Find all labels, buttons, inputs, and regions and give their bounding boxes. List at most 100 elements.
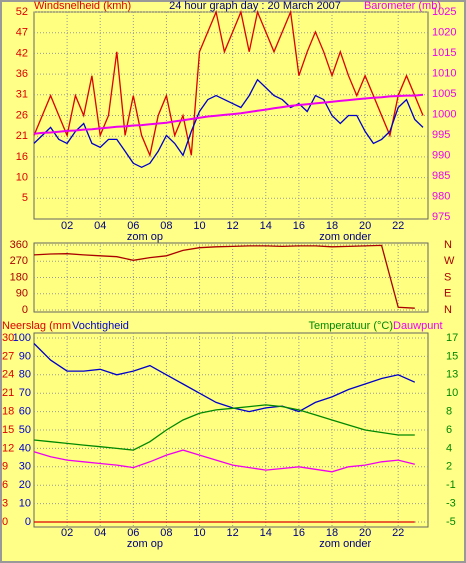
- y3-tick-label: 15: [2, 424, 14, 436]
- y3-tick-label: 30: [2, 332, 14, 344]
- series-name: Dauwpunt: [393, 320, 443, 332]
- y-tick-label: 52: [16, 6, 28, 18]
- y2-tick-label: 4: [446, 442, 452, 454]
- x-tick-label: 08: [160, 220, 172, 232]
- y2-tick-label: 975: [432, 211, 450, 223]
- y-tick-label: 26: [16, 109, 28, 121]
- y2-tick-label: E: [444, 288, 451, 300]
- y2-tick-label: N: [444, 304, 452, 316]
- y-tick-label: 21: [16, 130, 28, 142]
- y2-tick-label: -3: [446, 498, 456, 510]
- y2-tick-label: 10: [446, 387, 458, 399]
- x-tick-label: 14: [260, 527, 272, 539]
- y2-tick-label: N: [444, 239, 452, 251]
- y3-tick-label: 0: [2, 516, 8, 528]
- series-line: [33, 93, 424, 135]
- y2-tick-label: S: [444, 271, 451, 283]
- x-tick-label: 22: [392, 527, 404, 539]
- y3-tick-label: 24: [2, 369, 14, 381]
- y2-tick-label: W: [444, 255, 455, 267]
- y-tick-label: 10: [16, 172, 28, 184]
- y2-tick-label: -5: [446, 516, 456, 528]
- x-tick-label: 04: [94, 527, 106, 539]
- y2-tick-label: 985: [432, 170, 450, 182]
- y-tick-label: 70: [19, 387, 31, 399]
- series-name: Neerslag (mm: [2, 320, 71, 332]
- y3-tick-label: 3: [2, 498, 8, 510]
- y2-tick-label: 990: [432, 149, 450, 161]
- y3-tick-label: 6: [2, 479, 8, 491]
- plot-area: [33, 242, 429, 313]
- series-name: Temperatuur (°C): [309, 320, 393, 332]
- y-tick-label: 20: [19, 479, 31, 491]
- y2-tick-label: -1: [446, 479, 456, 491]
- chart-title: 24 hour graph day : 20 March 2007: [169, 0, 341, 12]
- y-tick-label: 36: [16, 68, 28, 80]
- x-tick-label: 02: [61, 527, 73, 539]
- y-tick-label: 50: [19, 424, 31, 436]
- x-tick-label: 12: [227, 220, 239, 232]
- y2-tick-label: 1025: [432, 6, 456, 18]
- x-tick-label: 18: [326, 220, 338, 232]
- y-tick-label: 40: [19, 442, 31, 454]
- series-line: [33, 404, 415, 451]
- y2-tick-label: 17: [446, 332, 458, 344]
- y-tick-label: 0: [22, 304, 28, 316]
- y2-tick-label: 8: [446, 406, 452, 418]
- y2-tick-label: 980: [432, 190, 450, 202]
- series-line: [33, 9, 424, 158]
- x-tick-label: 14: [260, 220, 272, 232]
- series-name: Windsnelheid (kmh): [34, 0, 131, 12]
- y2-tick-label: 2: [446, 461, 452, 473]
- x-tick-label: 06: [127, 220, 139, 232]
- y-tick-label: 31: [16, 89, 28, 101]
- y-tick-label: 42: [16, 47, 28, 59]
- series-name: Vochtigheid: [72, 320, 129, 332]
- y-tick-label: 0: [25, 516, 31, 528]
- y-tick-label: 270: [10, 255, 28, 267]
- x-tick-label: 02: [61, 220, 73, 232]
- series-line: [33, 78, 424, 169]
- y3-tick-label: 9: [2, 461, 8, 473]
- y2-tick-label: 995: [432, 129, 450, 141]
- annotation: zom op: [127, 231, 163, 243]
- y-tick-label: 90: [16, 288, 28, 300]
- y2-tick-label: 6: [446, 424, 452, 436]
- y3-tick-label: 12: [2, 442, 14, 454]
- series-line: [33, 244, 415, 309]
- y3-tick-label: 21: [2, 387, 14, 399]
- x-tick-label: 16: [293, 527, 305, 539]
- x-tick-label: 18: [326, 527, 338, 539]
- x-tick-label: 22: [392, 220, 404, 232]
- x-tick-label: 10: [193, 220, 205, 232]
- y2-tick-label: 1010: [432, 67, 456, 79]
- series-line: [33, 449, 415, 473]
- y2-tick-label: 1020: [432, 26, 456, 38]
- y-tick-label: 5: [22, 192, 28, 204]
- y2-tick-label: 15: [446, 350, 458, 362]
- y3-tick-label: 18: [2, 406, 14, 418]
- y-tick-label: 180: [10, 271, 28, 283]
- annotation: zom op: [127, 538, 163, 550]
- y2-tick-label: 13: [446, 369, 458, 381]
- y-tick-label: 10: [19, 498, 31, 510]
- plot-area: [33, 332, 429, 528]
- y2-tick-label: 1005: [432, 88, 456, 100]
- x-tick-label: 16: [293, 220, 305, 232]
- x-tick-label: 04: [94, 220, 106, 232]
- series-name: Barometer (mb): [364, 0, 441, 12]
- x-tick-label: 10: [193, 527, 205, 539]
- y-tick-label: 60: [19, 406, 31, 418]
- y-tick-label: 16: [16, 151, 28, 163]
- annotation: zom onder: [319, 538, 371, 550]
- y-tick-label: 90: [19, 350, 31, 362]
- y3-tick-label: 27: [2, 350, 14, 362]
- y-tick-label: 30: [19, 461, 31, 473]
- y-tick-label: 80: [19, 369, 31, 381]
- y-tick-label: 360: [10, 239, 28, 251]
- x-tick-label: 08: [160, 527, 172, 539]
- x-tick-label: 06: [127, 527, 139, 539]
- y2-tick-label: 1000: [432, 108, 456, 120]
- series-line: [33, 343, 416, 413]
